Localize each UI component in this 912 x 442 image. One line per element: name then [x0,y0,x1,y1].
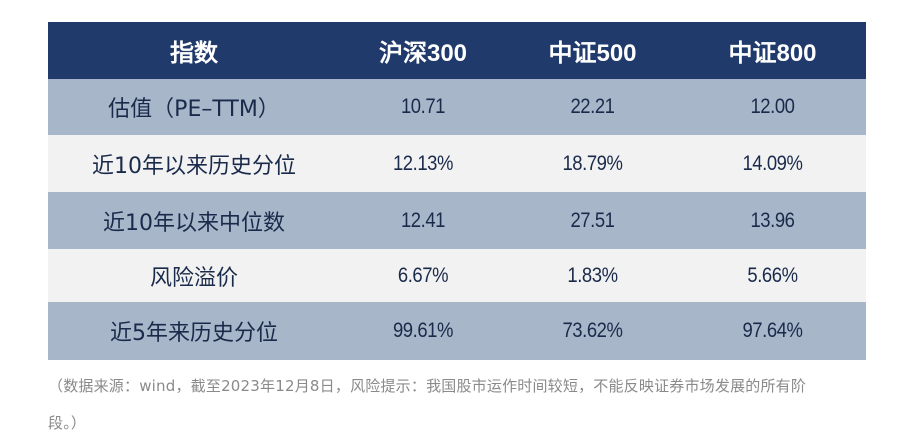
table-header-row: 指数 沪深300 中证500 中证800 [48,22,866,79]
footnote-line-2: 段。） [48,414,87,432]
cell-zz500: 18.79% [562,151,623,175]
row-label: 近10年以来中位数 [103,210,285,236]
valuation-table: 指数 沪深300 中证500 中证800 估值（PE–TTM） 10.71 22… [48,22,866,360]
row-label: 估值（PE–TTM） [108,97,280,122]
header-zz800: 中证800 [728,40,817,67]
table-row: 近5年来历史分位 99.61% 73.62% 97.64% [48,302,866,360]
cell-zz800: 14.09% [742,151,803,175]
row-label: 近10年以来历史分位 [92,153,296,179]
cell-zz800: 13.96 [750,208,795,232]
cell-zz500: 73.62% [562,319,623,342]
cell-zz500: 1.83% [567,263,618,287]
cell-zz800: 97.64% [742,319,803,342]
cell-hs300: 6.67% [397,263,449,287]
cell-hs300: 99.61% [392,319,454,342]
table-row: 近10年以来历史分位 12.13% 18.79% 14.09% [48,135,866,192]
cell-zz800: 12.00 [750,95,795,118]
table-row: 风险溢价 6.67% 1.83% 5.66% [48,249,866,302]
cell-hs300: 12.41 [400,208,446,232]
row-label: 风险溢价 [149,265,238,291]
header-index: 指数 [170,39,218,67]
header-hs300: 沪深300 [378,40,468,67]
source-footnote: （数据来源：wind，截至2023年12月8日，风险提示：我国股市运作时间较短，… [48,368,873,442]
footnote-line-1: （数据来源：wind，截至2023年12月8日，风险提示：我国股市运作时间较短，… [48,377,807,395]
row-label: 近5年来历史分位 [110,321,278,346]
table-row: 近10年以来中位数 12.41 27.51 13.96 [48,192,866,249]
cell-zz800: 5.66% [747,263,798,287]
cell-zz500: 27.51 [570,208,615,232]
cell-hs300: 10.71 [400,95,446,118]
table-row: 估值（PE–TTM） 10.71 22.21 12.00 [48,79,866,135]
cell-zz500: 22.21 [570,95,615,118]
header-zz500: 中证500 [548,40,637,67]
cell-hs300: 12.13% [392,151,454,175]
